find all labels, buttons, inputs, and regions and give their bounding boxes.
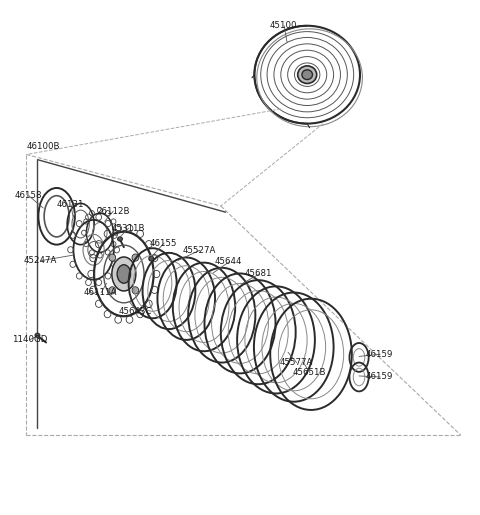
Text: 45681: 45681 [245, 269, 272, 279]
Text: 45247A: 45247A [24, 256, 58, 265]
Text: 46158: 46158 [14, 191, 42, 200]
Text: 1140GD: 1140GD [12, 335, 48, 345]
Ellipse shape [35, 333, 40, 337]
Text: 45644: 45644 [215, 257, 242, 266]
Text: 45651B: 45651B [293, 368, 326, 377]
Text: 45100: 45100 [270, 21, 297, 30]
Ellipse shape [132, 287, 139, 294]
Text: 46111A: 46111A [84, 288, 118, 297]
Text: 45643C: 45643C [119, 306, 153, 316]
Text: 45527A: 45527A [182, 246, 216, 255]
Ellipse shape [112, 257, 136, 291]
Ellipse shape [109, 254, 116, 261]
Text: 45311B: 45311B [111, 224, 145, 233]
Text: 46159: 46159 [366, 372, 393, 382]
Text: 46100B: 46100B [26, 142, 60, 151]
Text: 46131: 46131 [57, 200, 84, 210]
Text: 45577A: 45577A [279, 358, 313, 367]
Ellipse shape [132, 254, 139, 261]
Text: 46155: 46155 [150, 238, 177, 248]
Ellipse shape [109, 287, 116, 294]
Ellipse shape [298, 66, 317, 83]
Ellipse shape [302, 70, 312, 80]
Ellipse shape [117, 265, 131, 283]
Text: 46159: 46159 [366, 350, 393, 359]
Ellipse shape [118, 237, 122, 241]
Ellipse shape [149, 256, 154, 261]
Text: 26112B: 26112B [96, 207, 130, 216]
